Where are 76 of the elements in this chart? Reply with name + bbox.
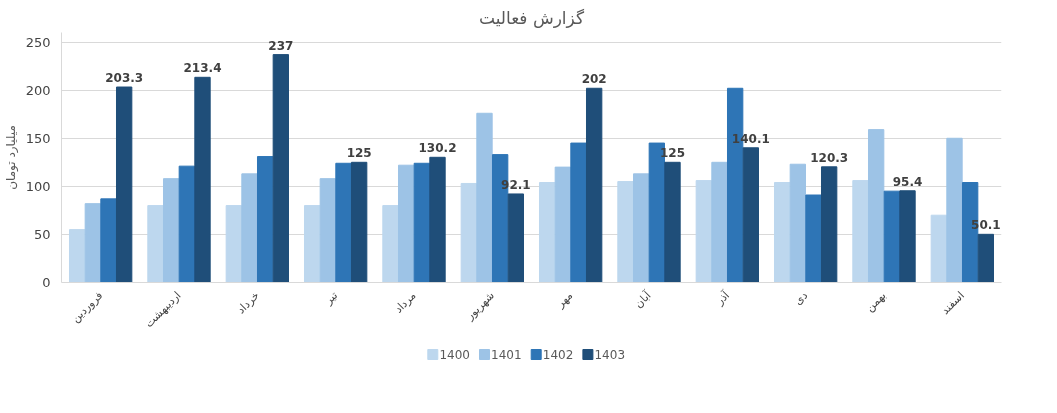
bar (570, 142, 587, 283)
bar (476, 112, 493, 283)
bar (382, 205, 399, 283)
data-label: 237 (268, 38, 294, 53)
bar (225, 205, 243, 283)
y-tick-label: 250 (25, 34, 51, 50)
data-label: 125 (346, 146, 372, 161)
x-tick-label: بهمن (863, 288, 889, 315)
bar (335, 162, 352, 283)
bar (585, 87, 603, 283)
legend-label: 1400 (439, 348, 470, 362)
bar (664, 161, 681, 283)
y-tick-label: 150 (25, 130, 51, 146)
x-tick-label: مرداد (391, 288, 419, 316)
bar (820, 166, 838, 283)
legend-label: 1403 (594, 348, 626, 362)
bar (194, 76, 211, 283)
bar (852, 180, 869, 283)
legend-label: 1402 (542, 348, 574, 362)
x-tick-label: خرداد (234, 288, 262, 317)
bar (930, 214, 948, 283)
bar (899, 190, 916, 283)
bar (272, 54, 290, 283)
bar (711, 161, 728, 283)
data-label: 130.2 (418, 141, 457, 156)
legend-label: 1401 (491, 348, 522, 362)
y-tick-label: 100 (25, 178, 51, 194)
bar (977, 233, 995, 283)
bar (115, 86, 133, 283)
x-tick-label: مهر (553, 288, 576, 311)
bar (805, 194, 822, 283)
data-label: 202 (581, 72, 607, 87)
data-label: 120.3 (810, 150, 849, 165)
bar (507, 193, 525, 283)
y-tick-label: 0 (42, 275, 51, 290)
x-tick-label: تیر (321, 288, 341, 308)
x-tick-label: شهریور (462, 288, 497, 324)
bar (773, 182, 791, 283)
y-axis-title: میلیارد تومان (3, 125, 19, 190)
bar (867, 129, 885, 283)
bar (84, 203, 102, 283)
bar (100, 198, 117, 283)
bar (241, 173, 258, 283)
bar (256, 156, 274, 283)
bar (883, 190, 901, 283)
x-tick-label: آبان (631, 287, 655, 311)
bar (397, 164, 415, 283)
bar (554, 166, 572, 283)
bar (350, 161, 368, 283)
bar (742, 147, 760, 283)
x-tick-label: فروردین (69, 288, 106, 326)
bar (789, 163, 807, 283)
bar (429, 156, 446, 283)
bar (946, 137, 963, 283)
bar (319, 178, 337, 283)
x-tick-label: آذر (711, 287, 733, 309)
bar (68, 229, 86, 283)
bar (695, 180, 713, 283)
x-tick-label: دی (791, 288, 811, 308)
bar (632, 173, 650, 283)
y-tick-label: 50 (33, 226, 51, 242)
bar (147, 205, 164, 283)
bar (538, 182, 556, 283)
data-label: 213.4 (183, 61, 222, 76)
chart-title: گزارش فعالیت (478, 7, 585, 28)
y-tick-label: 200 (25, 82, 51, 98)
data-label: 203.3 (105, 71, 144, 86)
x-tick-label: اردیبهشت (142, 288, 184, 331)
x-tick-label: اسفند (938, 288, 967, 318)
bar (617, 181, 634, 283)
bar (460, 182, 478, 283)
bar (162, 178, 180, 283)
bar (303, 205, 321, 283)
bar (178, 165, 196, 283)
bar (413, 162, 431, 283)
data-label: 95.4 (892, 174, 923, 189)
